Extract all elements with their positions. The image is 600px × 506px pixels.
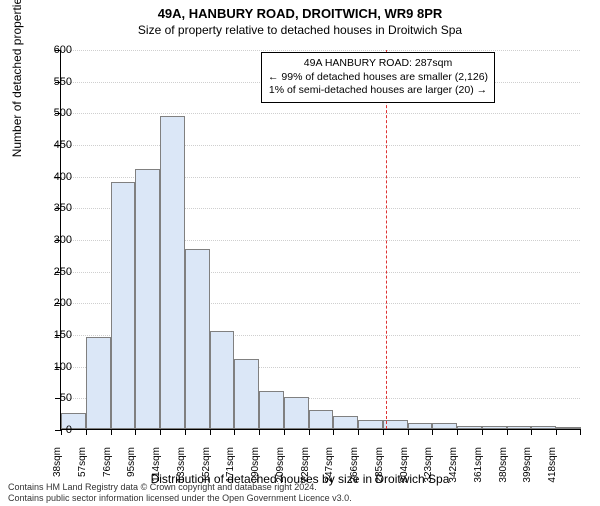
histogram-bar xyxy=(284,397,309,429)
y-tick-label: 400 xyxy=(32,171,72,183)
gridline xyxy=(61,113,580,114)
histogram-bar xyxy=(86,337,111,429)
y-axis-label: Number of detached properties xyxy=(10,0,24,157)
y-tick-label: 0 xyxy=(32,424,72,436)
y-tick-label: 300 xyxy=(32,234,72,246)
y-tick-label: 100 xyxy=(32,361,72,373)
y-tick-label: 50 xyxy=(32,392,72,404)
histogram-bar xyxy=(210,331,235,429)
histogram-bar xyxy=(111,182,136,429)
y-tick-label: 450 xyxy=(32,139,72,151)
chart-title: 49A, HANBURY ROAD, DROITWICH, WR9 8PR xyxy=(0,6,600,21)
histogram-bar xyxy=(556,427,581,429)
footer-line-1: Contains HM Land Registry data © Crown c… xyxy=(8,482,352,493)
histogram-bar xyxy=(234,359,259,429)
histogram-bar xyxy=(507,426,532,429)
footer-attribution: Contains HM Land Registry data © Crown c… xyxy=(8,482,352,504)
histogram-bar xyxy=(135,169,160,429)
info-box: 49A HANBURY ROAD: 287sqm← 99% of detache… xyxy=(261,52,495,103)
gridline xyxy=(61,50,580,51)
y-tick-label: 550 xyxy=(32,76,72,88)
histogram-bar xyxy=(383,420,408,430)
chart-container: 49A, HANBURY ROAD, DROITWICH, WR9 8PR Si… xyxy=(0,6,600,506)
histogram-bar xyxy=(309,410,334,429)
histogram-bar xyxy=(333,416,358,429)
gridline xyxy=(61,145,580,146)
chart-subtitle: Size of property relative to detached ho… xyxy=(0,23,600,37)
histogram-bar xyxy=(185,249,210,430)
y-tick-label: 350 xyxy=(32,202,72,214)
histogram-bar xyxy=(482,426,507,429)
histogram-bar xyxy=(457,426,482,429)
y-tick-label: 250 xyxy=(32,266,72,278)
y-tick-label: 500 xyxy=(32,107,72,119)
histogram-bar xyxy=(160,116,185,430)
y-tick-label: 150 xyxy=(32,329,72,341)
histogram-bar xyxy=(259,391,284,429)
y-tick-label: 200 xyxy=(32,297,72,309)
histogram-bar xyxy=(408,423,433,429)
plot-area: 38sqm57sqm76sqm95sqm114sqm133sqm152sqm17… xyxy=(60,50,580,430)
info-line-1: 49A HANBURY ROAD: 287sqm xyxy=(268,57,488,71)
histogram-bar xyxy=(358,420,383,430)
info-line-3: 1% of semi-detached houses are larger (2… xyxy=(268,84,488,98)
info-line-2: ← 99% of detached houses are smaller (2,… xyxy=(268,71,488,85)
footer-line-2: Contains public sector information licen… xyxy=(8,493,352,504)
property-marker-line xyxy=(386,50,387,429)
histogram-bar xyxy=(432,423,457,429)
histogram-bar xyxy=(531,426,556,429)
y-tick-label: 600 xyxy=(32,44,72,56)
